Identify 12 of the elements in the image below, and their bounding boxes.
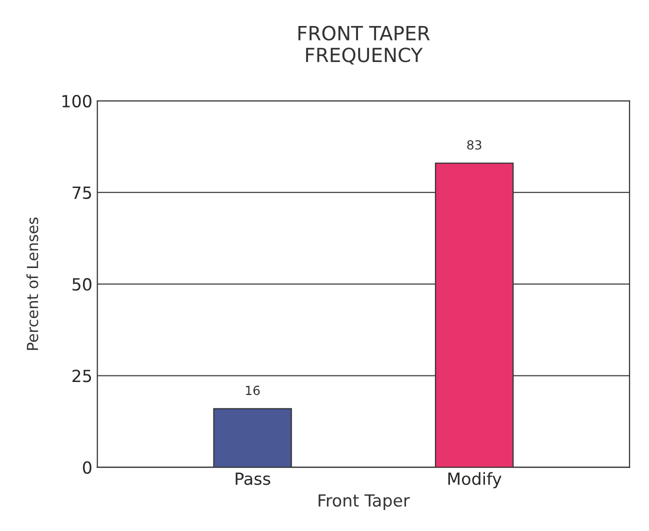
x-tick-label: Pass bbox=[236, 472, 270, 486]
y-tick-label: 0 bbox=[82, 461, 92, 474]
x-tick-label: Modify bbox=[448, 472, 502, 488]
chart-title: FRONT TAPER FREQUENCY bbox=[298, 26, 430, 65]
data-label: 83 bbox=[467, 140, 482, 150]
y-tick-label: 50 bbox=[72, 278, 92, 291]
x-axis-title: Front Taper bbox=[318, 494, 410, 510]
data-label: 16 bbox=[246, 386, 260, 396]
y-axis-title: Percent of Lenses bbox=[26, 218, 38, 350]
y-tick-label: 100 bbox=[62, 94, 92, 108]
y-tick-label: 75 bbox=[72, 186, 92, 200]
y-tick-label: 25 bbox=[72, 370, 92, 382]
